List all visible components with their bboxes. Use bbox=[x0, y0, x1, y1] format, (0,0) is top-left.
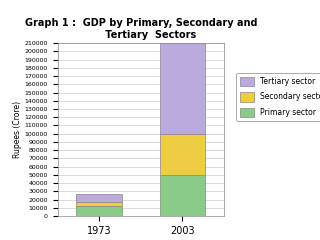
Title: Graph 1 :  GDP by Primary, Secondary and
      Tertiary  Sectors: Graph 1 : GDP by Primary, Secondary and … bbox=[25, 18, 257, 40]
Bar bbox=[76, 202, 122, 206]
Bar bbox=[159, 175, 205, 216]
Bar bbox=[159, 43, 205, 134]
Bar bbox=[159, 134, 205, 175]
Legend: Tertiary sector, Secondary sector, Primary sector: Tertiary sector, Secondary sector, Prima… bbox=[236, 73, 320, 121]
Y-axis label: Rupees (Crore): Rupees (Crore) bbox=[13, 101, 22, 158]
Bar bbox=[76, 206, 122, 216]
Bar bbox=[76, 194, 122, 202]
